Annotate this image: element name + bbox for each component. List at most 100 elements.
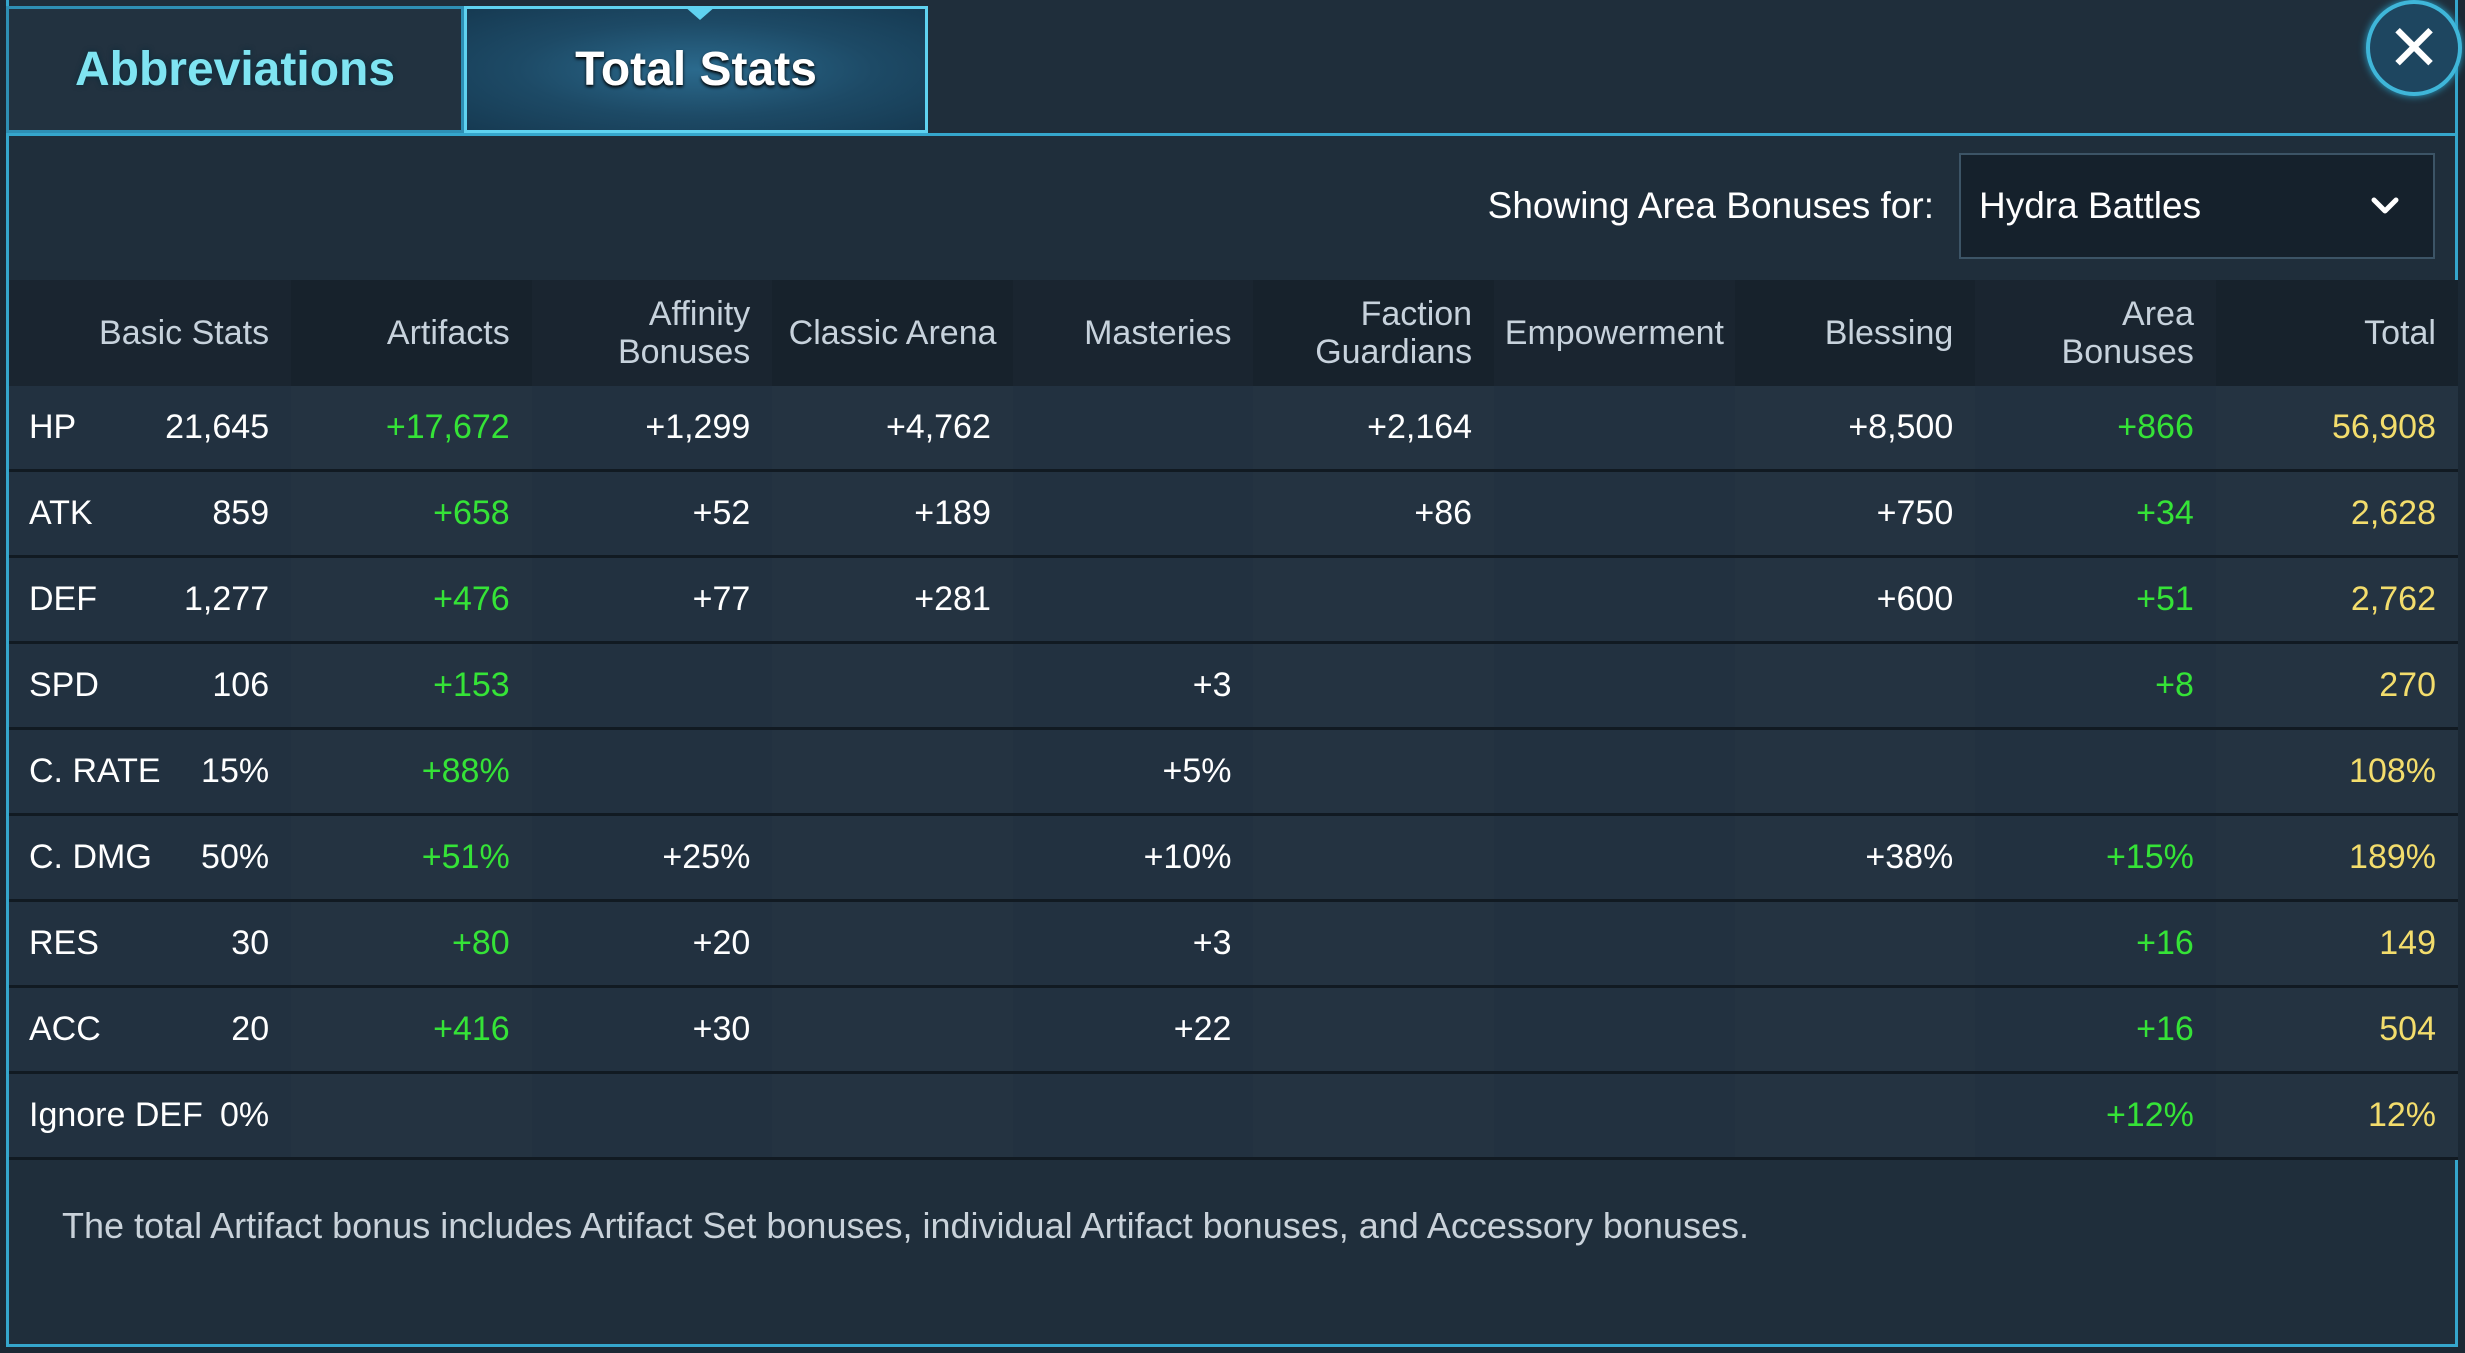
masteries-cell — [1012, 1072, 1254, 1160]
empowerment-cell — [1494, 556, 1735, 644]
tab-bar: Abbreviations Total Stats — [6, 6, 2458, 136]
arena-cell — [772, 986, 1013, 1074]
area-bonus-label: Showing Area Bonuses for: — [1487, 185, 1934, 226]
artifacts-cell: +51% — [291, 814, 532, 902]
blessing-cell: +38% — [1734, 814, 1976, 902]
area-bonus-selector: Showing Area Bonuses for: Hydra Battles — [1488, 152, 2435, 260]
column-header-line: Faction — [1360, 295, 1473, 333]
basic-stat-value: 21,645 — [165, 408, 270, 446]
basic-stat-value: 106 — [212, 666, 270, 704]
stat-cell: RES 30 — [9, 900, 292, 988]
area-cell: +51 — [1975, 556, 2216, 644]
stats-table: Basic Stats Artifacts Affinity Bonuses Class… — [9, 280, 2458, 1160]
column-header: Blessing — [1734, 280, 1976, 386]
chevron-down-icon — [2371, 197, 2399, 214]
stat-cell: ATK 859 — [9, 470, 292, 558]
guardians-cell — [1253, 556, 1495, 644]
masteries-cell: +10% — [1012, 814, 1254, 902]
stats-header-row: Basic Stats Artifacts Affinity Bonuses Class… — [9, 280, 2458, 386]
column-header-line: Empowerment — [1504, 314, 1724, 352]
total-cell: 12% — [2215, 1072, 2458, 1160]
arena-cell: +4,762 — [772, 386, 1013, 472]
guardians-cell — [1253, 986, 1495, 1074]
empowerment-cell — [1494, 642, 1735, 730]
total-cell: 56,908 — [2215, 386, 2458, 472]
table-row: RES 30 +80 +20 +3 +16 149 — [9, 900, 2458, 988]
masteries-cell: +22 — [1012, 986, 1254, 1074]
affinity-cell: +20 — [531, 900, 773, 988]
table-row: SPD 106 +153 +3 +8 270 — [9, 642, 2458, 730]
stats-body: HP 21,645 +17,672 +1,299 +4,762 +2,164 +8,500 +… — [9, 386, 2458, 1160]
blessing-cell — [1734, 986, 1976, 1074]
column-header-line: Bonuses — [2061, 333, 2194, 371]
affinity-cell: +25% — [531, 814, 773, 902]
affinity-cell: +30 — [531, 986, 773, 1074]
basic-stat-value: 20 — [231, 1010, 270, 1048]
area-cell: +16 — [1975, 986, 2216, 1074]
column-header: Total — [2215, 280, 2458, 386]
masteries-cell: +5% — [1012, 728, 1254, 816]
stat-cell: C. RATE 15% — [9, 728, 292, 816]
basic-stat-value: 1,277 — [184, 580, 270, 618]
area-cell — [1975, 728, 2216, 816]
blessing-cell: +8,500 — [1734, 386, 1976, 472]
artifacts-cell: +153 — [291, 642, 532, 730]
stat-name: ATK — [29, 494, 93, 532]
table-row: C. RATE 15% +88% +5% 108% — [9, 728, 2458, 816]
area-cell: +15% — [1975, 814, 2216, 902]
column-header: Artifacts — [291, 280, 532, 386]
artifacts-cell — [291, 1072, 532, 1160]
masteries-cell — [1012, 386, 1254, 472]
artifacts-cell: +476 — [291, 556, 532, 644]
affinity-cell: +77 — [531, 556, 773, 644]
arena-cell — [772, 900, 1013, 988]
masteries-cell: +3 — [1012, 900, 1254, 988]
guardians-cell — [1253, 814, 1495, 902]
total-cell: 149 — [2215, 900, 2458, 988]
guardians-cell: +2,164 — [1253, 386, 1495, 472]
affinity-cell — [531, 642, 773, 730]
table-row: HP 21,645 +17,672 +1,299 +4,762 +2,164 +8,500 +… — [9, 386, 2458, 472]
total-cell: 2,628 — [2215, 470, 2458, 558]
basic-stat-value: 15% — [201, 752, 270, 790]
column-header-line: Affinity — [648, 295, 751, 333]
area-cell: +866 — [1975, 386, 2216, 472]
column-header: Affinity Bonuses — [531, 280, 773, 386]
column-header-line: Guardians — [1315, 333, 1473, 371]
empowerment-cell — [1494, 900, 1735, 988]
stat-cell: ACC 20 — [9, 986, 292, 1074]
stat-cell: SPD 106 — [9, 642, 292, 730]
basic-stat-value: 50% — [201, 838, 270, 876]
table-row: ACC 20 +416 +30 +22 +16 504 — [9, 986, 2458, 1074]
empowerment-cell — [1494, 1072, 1735, 1160]
tab-total-stats[interactable]: Total Stats — [464, 6, 928, 133]
artifacts-cell: +88% — [291, 728, 532, 816]
column-header-line: Masteries — [1084, 314, 1232, 352]
tab-abbreviations[interactable]: Abbreviations — [6, 6, 464, 133]
stat-name: C. RATE — [29, 752, 161, 790]
artifacts-cell: +658 — [291, 470, 532, 558]
affinity-cell: +1,299 — [531, 386, 773, 472]
column-header-line: Bonuses — [617, 333, 751, 371]
close-button[interactable]: ✕ — [2366, 0, 2462, 96]
basic-stat-value: 0% — [219, 1096, 270, 1134]
column-header-line: Area — [2122, 295, 2194, 333]
guardians-cell — [1253, 642, 1495, 730]
empowerment-cell — [1494, 728, 1735, 816]
total-cell: 189% — [2215, 814, 2458, 902]
area-dropdown[interactable]: Hydra Battles — [1959, 153, 2435, 259]
masteries-cell: +3 — [1012, 642, 1254, 730]
stat-name: RES — [29, 924, 99, 962]
table-row: Ignore DEF 0% +12% 12% — [9, 1072, 2458, 1160]
column-header-line: Artifacts — [386, 314, 510, 352]
total-cell: 2,762 — [2215, 556, 2458, 644]
table-row: ATK 859 +658 +52 +189 +86 +750 +34 2,628 — [9, 470, 2458, 558]
column-header-line: Classic Arena — [788, 314, 997, 352]
guardians-cell — [1253, 900, 1495, 988]
empowerment-cell — [1494, 470, 1735, 558]
stat-name: HP — [29, 408, 77, 446]
masteries-cell — [1012, 556, 1254, 644]
stat-cell: DEF 1,277 — [9, 556, 292, 644]
area-dropdown-value: Hydra Battles — [1979, 185, 2202, 226]
basic-stat-value: 859 — [212, 494, 270, 532]
